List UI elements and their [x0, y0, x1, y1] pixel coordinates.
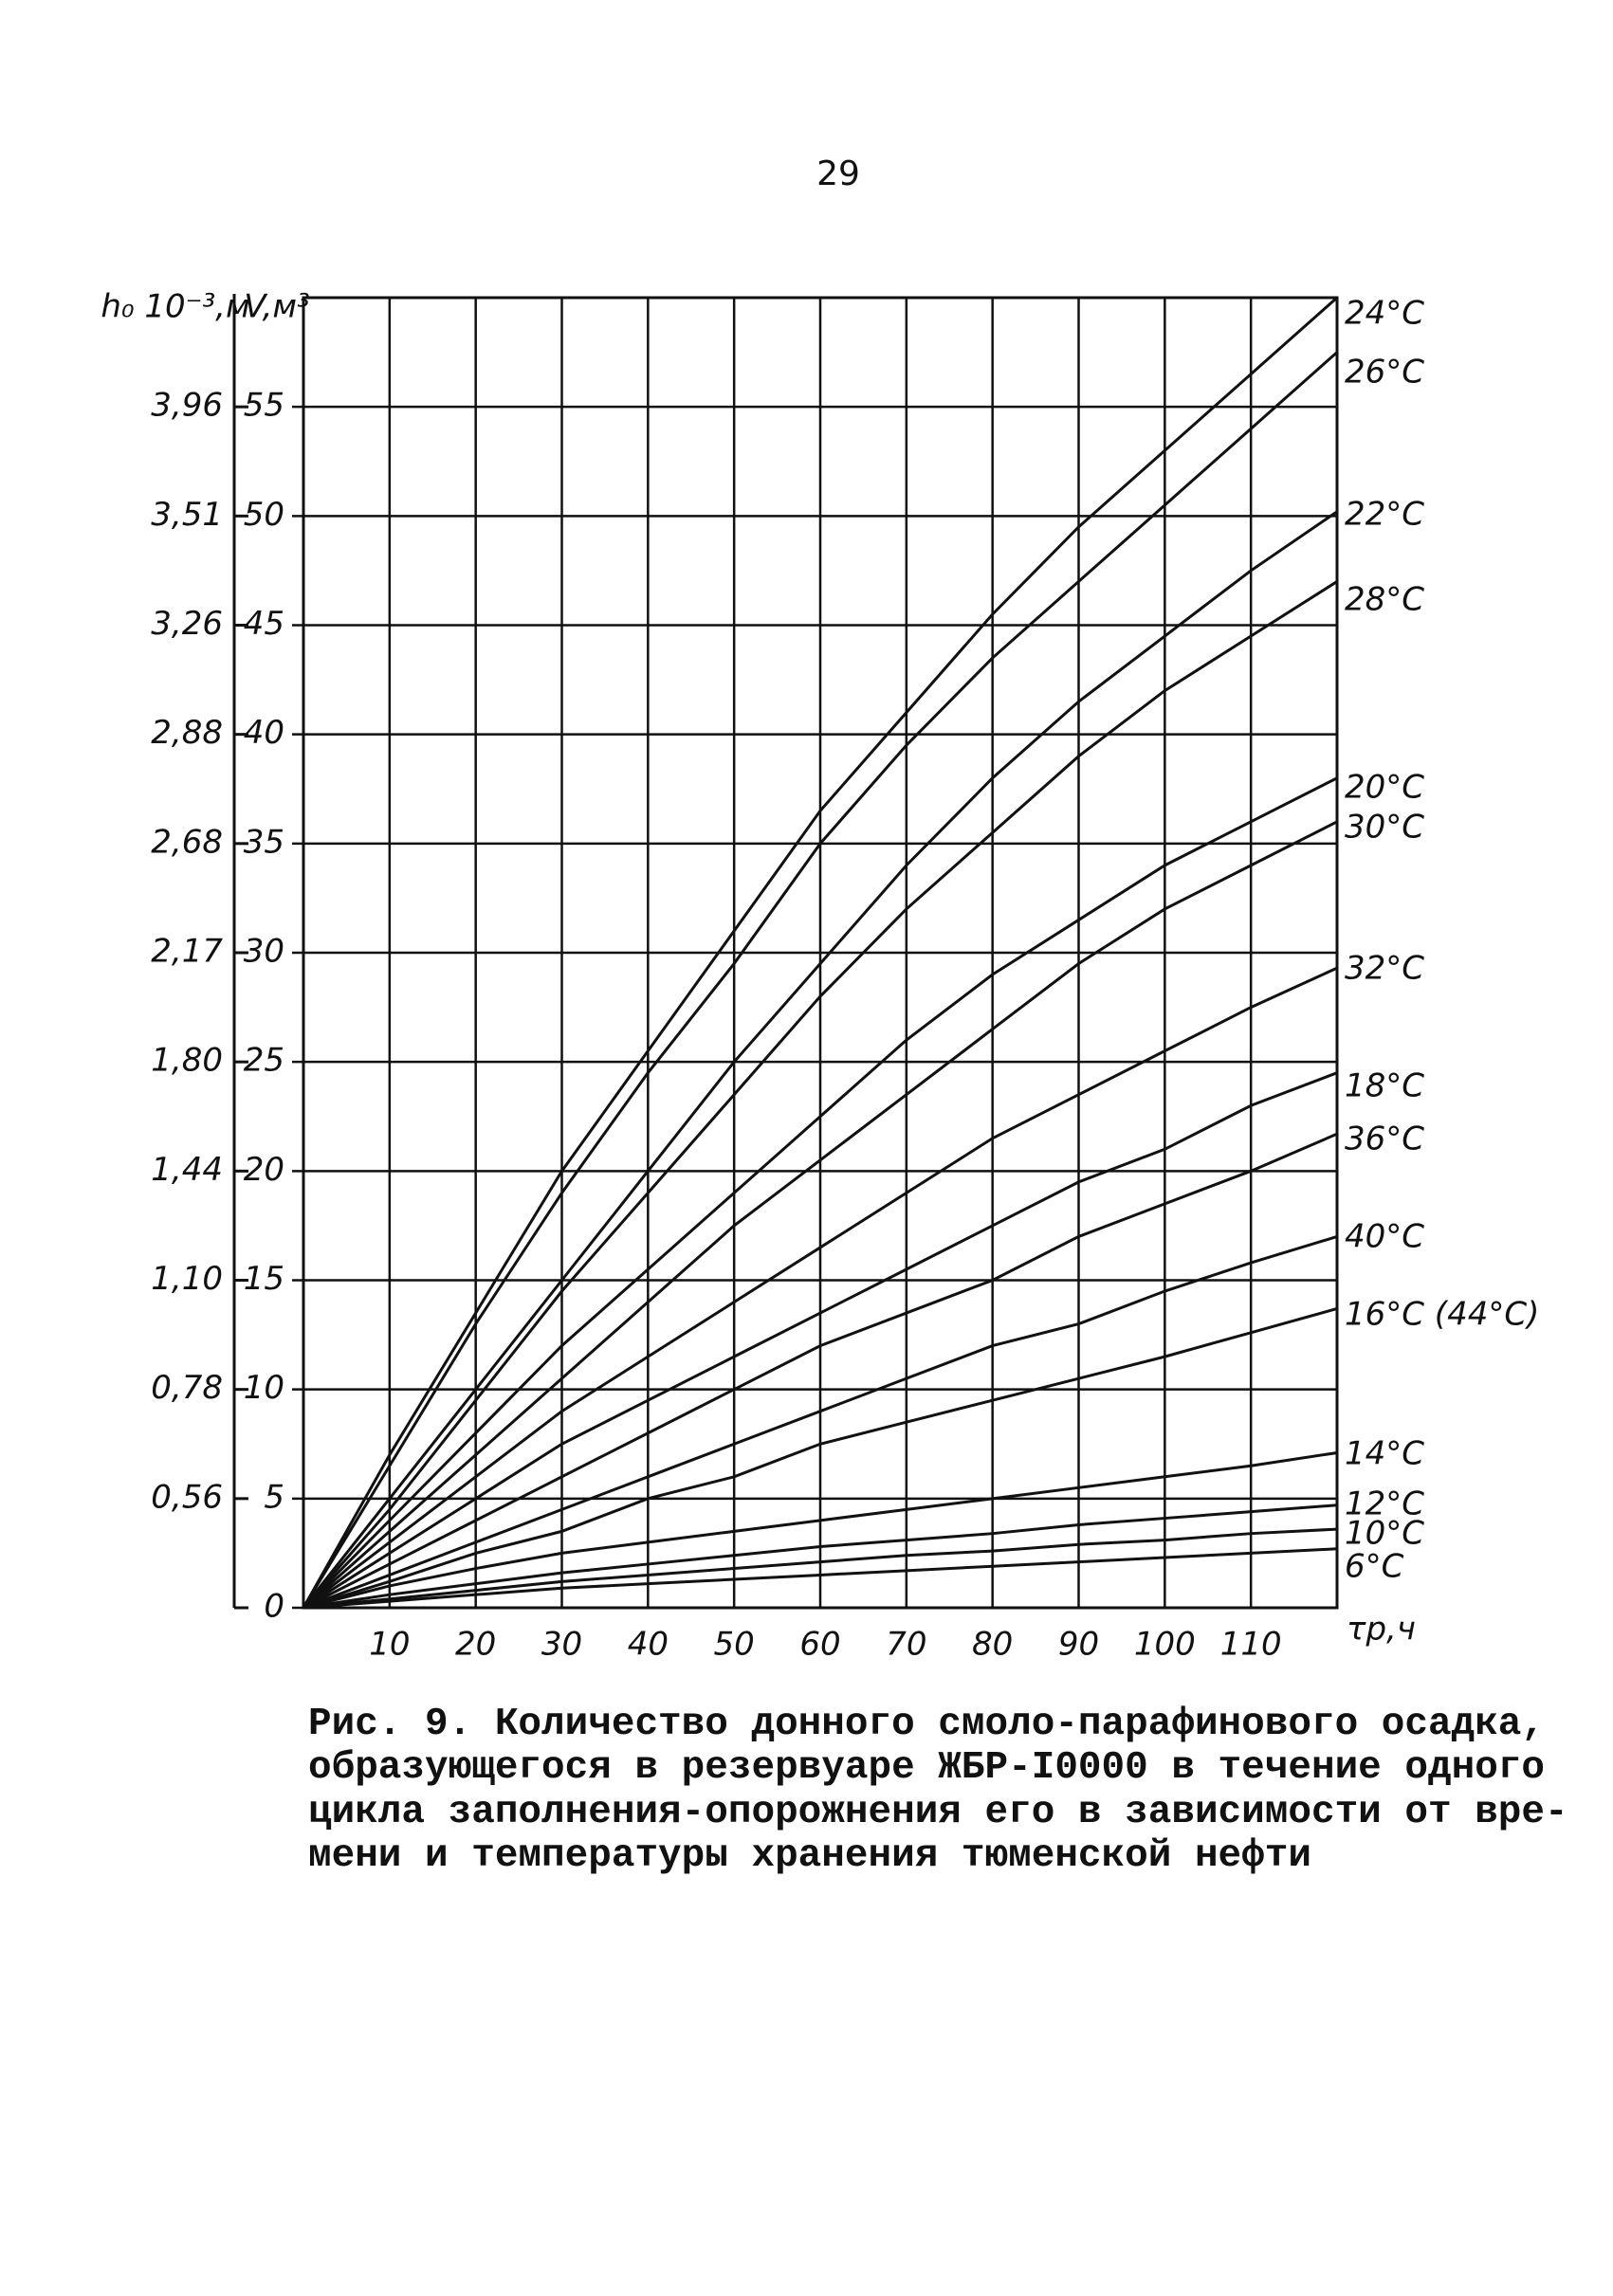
series-line	[302, 351, 1338, 1609]
caption-line: цикла заполнения-опорожнения его в завис…	[308, 1791, 1568, 1834]
y2-tick-label: 3,26	[151, 605, 223, 643]
series-label: 20°C	[1345, 769, 1424, 807]
caption-line: Рис. 9. Количество донного смоло-парафин…	[308, 1703, 1545, 1746]
series-label: 40°C	[1345, 1218, 1424, 1256]
series-label: 10°C	[1345, 1515, 1424, 1553]
series-line	[302, 580, 1338, 1609]
series-label: 18°C	[1345, 1067, 1424, 1105]
y-tick-label: 50	[244, 496, 284, 534]
y-tick-label: 10	[244, 1369, 284, 1407]
caption-line: мени и температуры хранения тюменской не…	[308, 1834, 1311, 1878]
x-tick-label: 90	[1058, 1626, 1099, 1664]
series-line	[302, 1132, 1338, 1610]
y-tick-label: 55	[244, 387, 284, 425]
y-tick-label: 35	[244, 823, 284, 861]
page-number: 29	[816, 155, 860, 193]
series-label: 32°C	[1345, 950, 1424, 988]
series-label: 24°C	[1345, 295, 1424, 333]
series-label: 22°C	[1345, 496, 1424, 534]
y-tick-label: 45	[244, 605, 284, 643]
y2-tick-label: 0,56	[151, 1478, 223, 1516]
series-line	[302, 1450, 1338, 1610]
x-tick-label: 60	[799, 1626, 840, 1664]
x-tick-label: 100	[1134, 1626, 1196, 1664]
x-tick-label: 70	[886, 1626, 926, 1664]
series-line	[302, 966, 1338, 1610]
x-tick-label: 80	[972, 1626, 1013, 1664]
y-tick-label: 30	[244, 933, 284, 971]
series-line	[302, 296, 1338, 1609]
series-line	[302, 1071, 1338, 1610]
x-tick-label: 30	[541, 1626, 582, 1664]
y-tick-label: 25	[244, 1042, 284, 1080]
series-line	[302, 1547, 1338, 1610]
y2-tick-label: 1,10	[151, 1260, 223, 1298]
series-line	[302, 510, 1338, 1609]
x-tick-label: 20	[455, 1626, 496, 1664]
series-label: 14°C	[1345, 1435, 1424, 1473]
caption-line: образующегося в резервуаре ЖБР-I0000 в т…	[308, 1746, 1545, 1790]
series-line	[302, 1306, 1338, 1610]
series-line	[302, 820, 1338, 1610]
y2-tick-label: 3,96	[151, 387, 223, 425]
x-tick-label: 110	[1220, 1626, 1282, 1664]
series-label: 30°C	[1345, 809, 1424, 847]
y2-tick-label: 2,17	[151, 933, 223, 971]
series-label: 36°C	[1345, 1121, 1424, 1158]
series-label: 28°C	[1345, 581, 1424, 619]
x-label: τр,ч	[1347, 1611, 1416, 1649]
y-tick-label: 15	[244, 1260, 284, 1298]
series-label: 6°C	[1345, 1548, 1404, 1586]
y-tick-label: 0	[264, 1588, 284, 1626]
y2-tick-label: 2,68	[151, 823, 223, 861]
series-line	[302, 1527, 1338, 1610]
x-tick-label: 50	[714, 1626, 755, 1664]
series-line	[302, 1234, 1338, 1610]
series-label: 16°C (44°C)	[1345, 1296, 1539, 1334]
series-label: 26°C	[1345, 354, 1424, 392]
y-tick-label: 20	[244, 1151, 284, 1189]
x-tick-label: 10	[369, 1626, 410, 1664]
y-label: V,м³	[244, 288, 309, 326]
y2-label: h₀ 10⁻³,м	[101, 288, 249, 326]
series-label: 12°C	[1345, 1485, 1424, 1523]
series-line	[302, 776, 1338, 1610]
y2-tick-label: 3,51	[151, 496, 223, 534]
y-tick-label: 40	[244, 714, 284, 752]
y2-tick-label: 2,88	[151, 714, 223, 752]
series-line	[302, 1503, 1338, 1610]
y2-tick-label: 0,78	[151, 1369, 223, 1407]
y2-tick-label: 1,80	[151, 1042, 223, 1080]
y-tick-label: 5	[264, 1478, 284, 1516]
y2-tick-label: 1,44	[151, 1151, 223, 1189]
x-tick-label: 40	[628, 1626, 669, 1664]
